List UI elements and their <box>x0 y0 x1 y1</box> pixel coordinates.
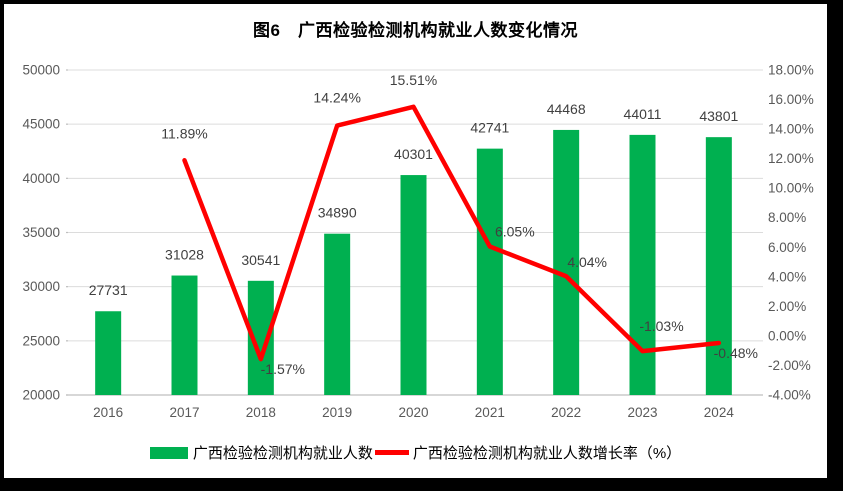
line-value-label: -0.48% <box>714 345 758 361</box>
left-axis-tick-label: 40000 <box>22 171 60 186</box>
left-axis-tick-label: 25000 <box>22 333 60 348</box>
growth-rate-line <box>182 104 722 362</box>
line-value-label: 14.24% <box>313 90 360 106</box>
right-axis-tick-label: -2.00% <box>768 358 811 373</box>
legend: 广西检验检测机构就业人数 广西检验检测机构就业人数增长率（%） <box>4 442 827 463</box>
right-axis-tick-label: 14.00% <box>768 122 814 137</box>
legend-line-swatch-icon <box>374 450 409 455</box>
right-axis-tick-label: 18.00% <box>768 63 814 78</box>
left-axis-tick-label: 50000 <box>22 63 60 78</box>
right-axis-tick-label: 2.00% <box>768 299 806 314</box>
right-axis-tick-label: 0.00% <box>768 328 806 343</box>
bar-value-label: 43801 <box>699 108 738 124</box>
line-value-label: 6.05% <box>495 224 535 240</box>
legend-line-label: 广西检验检测机构就业人数增长率（%） <box>412 445 682 462</box>
line-value-label: 11.89% <box>161 125 207 141</box>
bar-2020 <box>400 175 427 395</box>
right-axis-tick-label: 16.00% <box>768 92 814 107</box>
bar-value-label: 27731 <box>89 282 128 298</box>
bar-value-label: 44011 <box>624 106 662 122</box>
x-axis-label-2021: 2021 <box>475 405 505 420</box>
x-axis-label-2016: 2016 <box>93 405 123 420</box>
line-value-label: 4.04% <box>567 254 607 270</box>
bar-2021 <box>476 148 503 395</box>
x-axis-label-2017: 2017 <box>169 405 199 420</box>
bar-value-label: 34890 <box>318 205 357 221</box>
left-axis-tick-label: 20000 <box>22 388 60 403</box>
bar-2017 <box>171 275 198 395</box>
x-axis-label-2018: 2018 <box>246 405 276 420</box>
x-axis-label-2020: 2020 <box>398 405 428 420</box>
bar-value-label: 44468 <box>547 101 586 117</box>
line-value-label: -1.03% <box>639 318 683 334</box>
right-axis-tick-label: 8.00% <box>768 210 806 225</box>
left-axis-tick-label: 45000 <box>22 117 60 132</box>
x-axis-label-2022: 2022 <box>551 405 581 420</box>
bar-2024 <box>705 137 732 396</box>
bar-2023 <box>629 134 656 395</box>
bar-2022 <box>553 129 580 395</box>
legend-bar-swatch-icon <box>149 446 188 459</box>
x-axis-label-2024: 2024 <box>704 405 735 420</box>
right-axis-tick-label: 12.00% <box>768 151 814 166</box>
bar-value-label: 40301 <box>394 146 433 162</box>
chart-title: 图6 广西检验检测机构就业人数变化情况 <box>253 21 578 40</box>
x-axis-label-2023: 2023 <box>627 405 657 420</box>
line-value-label: 15.51% <box>390 72 437 88</box>
bar-value-label: 30541 <box>241 252 280 268</box>
left-axis-tick-label: 30000 <box>22 279 60 294</box>
bar-2019 <box>324 233 351 395</box>
bar-value-label: 31028 <box>165 247 204 263</box>
x-axis-label-2019: 2019 <box>322 405 352 420</box>
left-axis-tick-label: 35000 <box>22 225 60 240</box>
right-axis-tick-label: 10.00% <box>768 181 814 196</box>
bar-value-label: 42741 <box>470 120 509 136</box>
line-value-label: -1.57% <box>261 361 305 377</box>
legend-bar-label: 广西检验检测机构就业人数 <box>192 445 373 462</box>
right-axis-tick-label: 4.00% <box>768 269 806 284</box>
right-axis-tick-label: -4.00% <box>768 388 811 403</box>
bar-2016 <box>95 311 122 395</box>
right-axis-tick-label: 6.00% <box>768 240 806 255</box>
